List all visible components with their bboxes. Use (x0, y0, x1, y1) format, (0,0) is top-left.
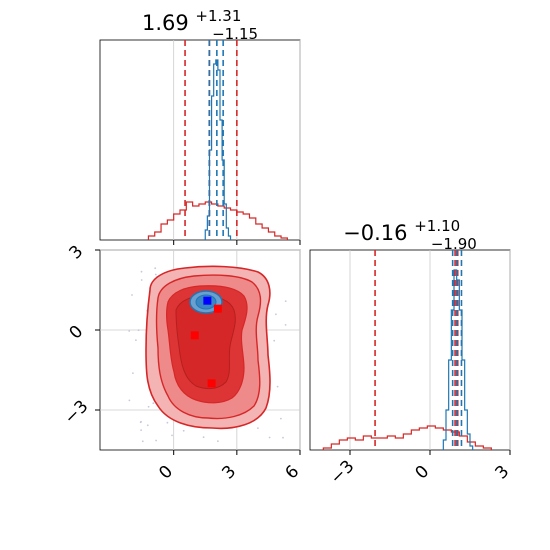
blue-marker (203, 296, 212, 305)
scatter-point-62 (137, 329, 140, 332)
density-2d-contours (145, 265, 271, 430)
scatter-point-81 (146, 424, 149, 427)
histogram-param-2-quantiles (374, 250, 463, 450)
param-1-plus: +1.31 (195, 7, 241, 25)
scatter-point-56 (154, 273, 157, 276)
red-marker-0 (213, 304, 222, 313)
scatter-point-37 (268, 436, 271, 439)
scatter-point-19 (152, 402, 155, 405)
histogram-param-1-quantiles (184, 40, 238, 240)
hist-param-2-red-steps (322, 425, 492, 450)
red-marker-2 (207, 379, 216, 388)
scatter-point-83 (276, 385, 279, 388)
scatter-point-57 (140, 270, 143, 273)
scatter-point-52 (131, 294, 133, 296)
tick-x-param-1-0: 0 (155, 462, 177, 484)
hist-param-1-red-steps (147, 201, 288, 240)
density-2d-panel (95, 249, 301, 455)
histogram-param-2-grid (349, 250, 511, 455)
scatter-point-51 (275, 313, 277, 316)
tick-y-param-2-0: −3 (61, 397, 93, 429)
param-2-median: −0.16 (343, 221, 407, 245)
histogram-param-1-red (147, 201, 288, 240)
tick-x-param-2-1: 0 (412, 462, 434, 484)
tick-x-param-1-1: 3 (218, 462, 240, 484)
scatter-point-47 (141, 440, 144, 443)
scatter-point-11 (282, 436, 284, 439)
histogram-param-1-frame (99, 39, 301, 241)
histogram-param-1-panel: 1.69 +1.31 −1.15 (99, 2, 301, 245)
markers-2d (190, 296, 222, 388)
param-2-minus: −1.90 (431, 235, 477, 253)
scatter-point-38 (280, 417, 282, 420)
scatter-point-13 (284, 300, 287, 302)
scatter-point-65 (154, 267, 157, 270)
param-2-title: −0.16 +1.10 −1.90 (343, 212, 477, 253)
scatter-point-45 (128, 330, 131, 332)
scatter-point-71 (182, 429, 185, 432)
red-marker-1 (190, 331, 199, 340)
scatter-point-69 (128, 399, 131, 402)
histogram-param-2-red (322, 425, 492, 450)
histogram-param-2-frame (309, 249, 511, 451)
tick-x-param-2-2: 3 (492, 462, 514, 484)
param-1-minus: −1.15 (212, 25, 258, 43)
histogram-param-2-panel: −0.16 +1.10 −1.90 (309, 212, 511, 455)
param-2-plus: +1.10 (414, 217, 460, 235)
scatter-point-74 (139, 421, 142, 424)
param-1-median: 1.69 (142, 11, 189, 35)
scatter-point-21 (140, 429, 143, 431)
param-1-title: 1.69 +1.31 −1.15 (142, 2, 258, 43)
scatter-point-50 (147, 405, 150, 408)
scatter-point-30 (284, 324, 287, 326)
scatter-point-87 (257, 427, 259, 429)
scatter-point-44 (171, 434, 173, 437)
scatter-point-16 (155, 439, 158, 442)
scatter-point-85 (273, 339, 276, 342)
tick-x-param-1-2: 6 (282, 462, 304, 484)
scatter-point-75 (140, 279, 143, 281)
tick-y-param-2-2: 3 (66, 242, 88, 264)
scatter-point-88 (217, 440, 219, 443)
tick-x-param-2-0: −3 (327, 457, 359, 489)
scatter-point-28 (135, 339, 137, 341)
scatter-point-77 (132, 372, 134, 374)
scatter-point-22 (166, 421, 169, 424)
tick-y-param-2-1: 0 (66, 322, 88, 344)
scatter-point-84 (202, 436, 205, 439)
